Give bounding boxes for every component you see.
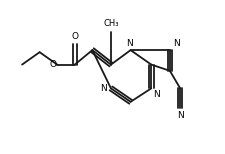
Text: O: O	[49, 60, 56, 69]
Text: N: N	[177, 111, 184, 120]
Text: N: N	[126, 39, 133, 48]
Text: N: N	[173, 39, 180, 48]
Text: O: O	[71, 32, 78, 41]
Text: N: N	[100, 84, 107, 93]
Text: N: N	[153, 90, 160, 99]
Text: CH₃: CH₃	[103, 19, 119, 28]
